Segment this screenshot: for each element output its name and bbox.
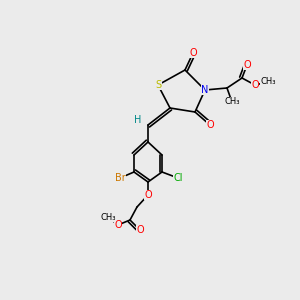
Text: O: O — [136, 225, 144, 235]
Text: O: O — [243, 60, 251, 70]
Text: Br: Br — [115, 173, 125, 183]
Text: Cl: Cl — [173, 173, 183, 183]
Text: CH₃: CH₃ — [224, 98, 240, 106]
Text: O: O — [251, 80, 259, 90]
Text: H: H — [134, 115, 142, 125]
Text: N: N — [201, 85, 209, 95]
Text: S: S — [155, 80, 161, 90]
Text: CH₃: CH₃ — [100, 212, 116, 221]
Text: O: O — [206, 120, 214, 130]
Text: CH₃: CH₃ — [260, 77, 276, 86]
Text: O: O — [189, 48, 197, 58]
Text: O: O — [144, 190, 152, 200]
Text: O: O — [114, 220, 122, 230]
